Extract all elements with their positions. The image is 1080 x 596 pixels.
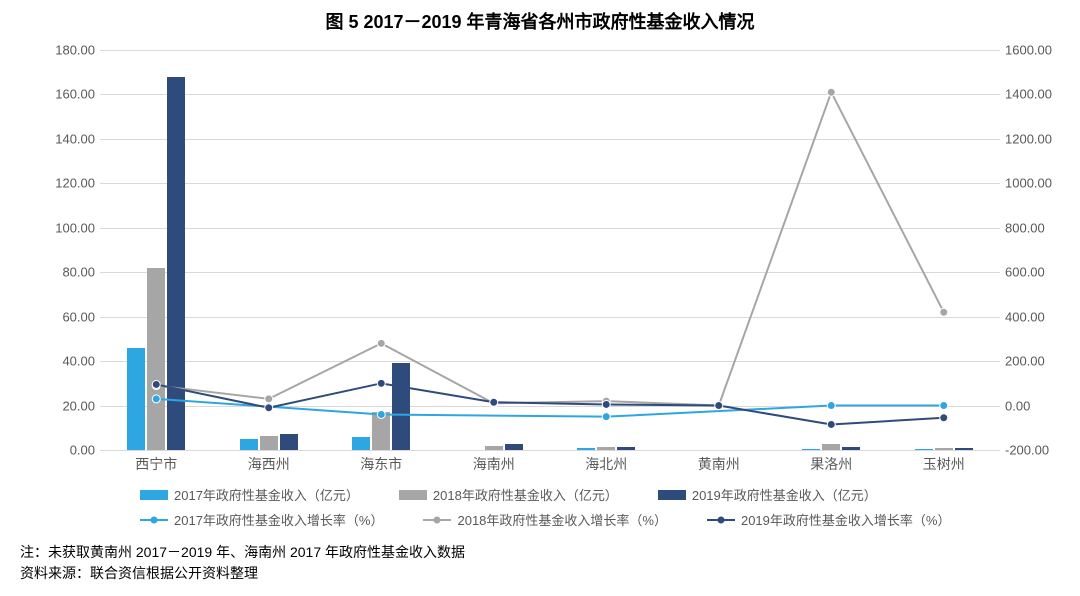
y-left-tick: 20.00 <box>40 398 95 413</box>
legend-label: 2019年政府性基金收入增长率（%） <box>741 510 950 529</box>
x-label: 海南州 <box>473 454 515 474</box>
series-marker <box>265 395 273 403</box>
x-label: 海北州 <box>585 454 627 474</box>
footnote-1: 注：未获取黄南州 2017－2019 年、海南州 2017 年政府性基金收入数据 <box>20 542 465 563</box>
chart-area: 0.0020.0040.0060.0080.00100.00120.00140.… <box>100 50 1000 450</box>
lines-layer <box>100 50 1000 450</box>
y-right-tick: -200.00 <box>1005 443 1065 458</box>
legend-line-icon <box>423 519 451 521</box>
series-marker <box>715 402 723 410</box>
y-left-tick: 0.00 <box>40 443 95 458</box>
x-label: 西宁市 <box>135 454 177 474</box>
y-right-tick: 1000.00 <box>1005 176 1065 191</box>
y-left-tick: 120.00 <box>40 176 95 191</box>
legend-row-lines: 2017年政府性基金收入增长率（%） 2018年政府性基金收入增长率（%） 2019… <box>100 510 1000 529</box>
series-line <box>156 92 944 405</box>
chart-container: 图 5 2017－2019 年青海省各州市政府性基金收入情况 0.0020.00… <box>0 0 1080 596</box>
y-left-tick: 60.00 <box>40 309 95 324</box>
y-left-tick: 40.00 <box>40 354 95 369</box>
series-marker <box>490 398 498 406</box>
y-right-tick: 600.00 <box>1005 265 1065 280</box>
legend-item: 2017年政府性基金收入（亿元） <box>140 485 359 504</box>
series-marker <box>377 339 385 347</box>
x-label: 果洛州 <box>810 454 852 474</box>
series-marker <box>602 400 610 408</box>
y-right-tick: 1400.00 <box>1005 87 1065 102</box>
x-label: 海东市 <box>360 454 402 474</box>
series-marker <box>377 379 385 387</box>
series-marker <box>827 88 835 96</box>
y-right-tick: 400.00 <box>1005 309 1065 324</box>
footnotes: 注：未获取黄南州 2017－2019 年、海南州 2017 年政府性基金收入数据… <box>20 542 465 584</box>
legend-label: 2017年政府性基金收入增长率（%） <box>174 510 383 529</box>
legend-label: 2018年政府性基金收入（亿元） <box>433 485 618 504</box>
legend: 2017年政府性基金收入（亿元） 2018年政府性基金收入（亿元） 2019年政府性… <box>100 485 1000 535</box>
legend-marker-icon <box>717 516 724 523</box>
legend-item: 2019年政府性基金收入（亿元） <box>658 485 877 504</box>
y-left-tick: 180.00 <box>40 43 95 58</box>
y-right-tick: 800.00 <box>1005 220 1065 235</box>
legend-swatch <box>658 490 686 500</box>
series-marker <box>940 414 948 422</box>
legend-item: 2017年政府性基金收入增长率（%） <box>140 510 383 529</box>
y-left-tick: 160.00 <box>40 87 95 102</box>
gridline <box>100 450 1000 451</box>
series-marker <box>940 308 948 316</box>
y-right-tick: 200.00 <box>1005 354 1065 369</box>
legend-row-bars: 2017年政府性基金收入（亿元） 2018年政府性基金收入（亿元） 2019年政府性… <box>100 485 1000 504</box>
footnote-2: 资料来源：联合资信根据公开资料整理 <box>20 563 465 584</box>
legend-item: 2018年政府性基金收入（亿元） <box>399 485 618 504</box>
series-line <box>156 383 944 424</box>
legend-item: 2018年政府性基金收入增长率（%） <box>423 510 666 529</box>
series-marker <box>940 402 948 410</box>
legend-label: 2018年政府性基金收入增长率（%） <box>457 510 666 529</box>
chart-title: 图 5 2017－2019 年青海省各州市政府性基金收入情况 <box>0 0 1080 34</box>
y-axis-left: 0.0020.0040.0060.0080.00100.00120.00140.… <box>40 50 95 450</box>
y-right-tick: 0.00 <box>1005 398 1065 413</box>
y-right-tick: 1600.00 <box>1005 43 1065 58</box>
series-marker <box>827 402 835 410</box>
x-label: 黄南州 <box>698 454 740 474</box>
series-marker <box>377 410 385 418</box>
series-marker <box>152 380 160 388</box>
y-left-tick: 100.00 <box>40 220 95 235</box>
legend-line-icon <box>707 519 735 521</box>
series-marker <box>602 413 610 421</box>
y-left-tick: 80.00 <box>40 265 95 280</box>
y-axis-right: -200.000.00200.00400.00600.00800.001000.… <box>1005 50 1065 450</box>
legend-label: 2019年政府性基金收入（亿元） <box>692 485 877 504</box>
y-left-tick: 140.00 <box>40 131 95 146</box>
legend-item: 2019年政府性基金收入增长率（%） <box>707 510 950 529</box>
series-marker <box>827 420 835 428</box>
legend-line-icon <box>140 519 168 521</box>
x-label: 玉树州 <box>923 454 965 474</box>
legend-label: 2017年政府性基金收入（亿元） <box>174 485 359 504</box>
plot-area <box>100 50 1000 450</box>
x-axis-labels: 西宁市 海西州 海东市 海南州 海北州 黄南州 果洛州 玉树州 <box>100 454 1000 478</box>
legend-swatch <box>140 490 168 500</box>
legend-marker-icon <box>434 516 441 523</box>
series-marker <box>152 395 160 403</box>
legend-swatch <box>399 490 427 500</box>
y-right-tick: 1200.00 <box>1005 131 1065 146</box>
series-marker <box>265 404 273 412</box>
x-label: 海西州 <box>248 454 290 474</box>
legend-marker-icon <box>151 516 158 523</box>
